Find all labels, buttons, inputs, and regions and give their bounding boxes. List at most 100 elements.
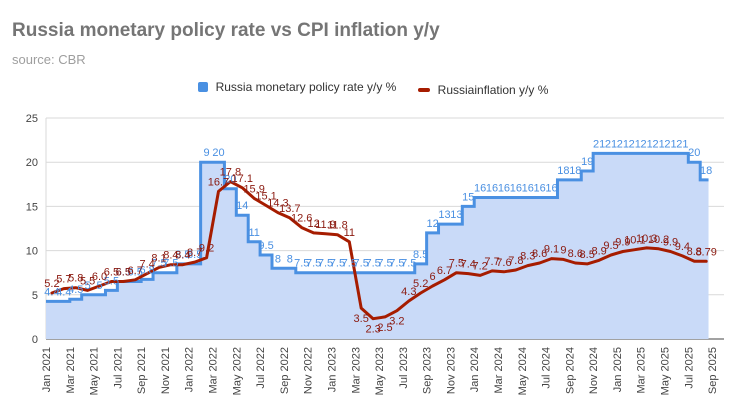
data-label-inflation: 7.6 <box>496 257 511 269</box>
data-label-policy-rate: 15 <box>462 191 474 203</box>
data-label-inflation: 9.2 <box>199 243 214 255</box>
x-tick-label: Nov 2021 <box>160 347 172 394</box>
data-label-policy-rate: 18 <box>569 165 581 177</box>
data-label-policy-rate: 11 <box>248 227 259 239</box>
data-label-inflation: 9.1 <box>544 244 559 256</box>
data-label-policy-rate: 20 <box>224 174 236 186</box>
data-label-inflation: 6.7 <box>437 265 452 277</box>
data-label-inflation: 8.1 <box>151 252 166 264</box>
x-tick-label: Jul 2025 <box>683 347 695 389</box>
data-label-policy-rate: 21 <box>664 138 676 150</box>
y-tick-label: 15 <box>26 201 38 213</box>
data-label-policy-rate: 7.5 <box>330 258 345 270</box>
data-label-inflation: 15.1 <box>255 191 276 203</box>
data-label-policy-rate: 7.5 <box>151 258 166 270</box>
data-label-inflation: 13.7 <box>279 203 300 215</box>
data-label-policy-rate: 4.4 <box>44 286 59 298</box>
x-tick-label: Jul 2021 <box>112 347 124 389</box>
data-label-policy-rate: 6.5 <box>128 267 143 279</box>
x-tick-label: Jan 2023 <box>326 347 338 392</box>
x-tick-label: May 2021 <box>89 347 101 395</box>
data-label-policy-rate: 8.5 <box>175 249 190 261</box>
x-tick-label: Mar 2023 <box>350 347 362 393</box>
data-label-policy-rate: 13 <box>438 209 450 221</box>
x-tick-label: May 2023 <box>374 347 386 395</box>
data-label-inflation: 12.6 <box>291 213 312 225</box>
legend-item-inflation[interactable]: Russiainflation y/y % <box>417 83 549 97</box>
legend-label-inflation: Russiainflation y/y % <box>437 83 549 97</box>
data-label-policy-rate: 19 <box>581 156 593 168</box>
legend-item-policy-rate[interactable]: Russia monetary policy rate y/y % <box>197 80 397 94</box>
data-label-policy-rate: 9.5 <box>258 240 273 252</box>
data-label-inflation: 14.3 <box>267 198 288 210</box>
data-label-inflation: 6.7 <box>128 265 143 277</box>
x-tick-label: Mar 2024 <box>493 347 505 393</box>
data-label-inflation: 10.2 <box>648 234 669 246</box>
data-label-policy-rate: 20 <box>688 147 700 159</box>
x-tick-label: May 2025 <box>660 347 672 395</box>
data-label-inflation: 10.1 <box>624 235 645 247</box>
data-label-policy-rate: 16 <box>522 183 534 195</box>
data-label-policy-rate: 8.5 <box>187 249 202 261</box>
x-tick-label: Mar 2022 <box>208 347 220 393</box>
data-label-policy-rate: 16 <box>498 183 510 195</box>
data-label-inflation: 7.8 <box>508 255 523 267</box>
data-label-inflation: 8.6 <box>532 248 547 260</box>
data-label-inflation: 5.8 <box>68 273 83 285</box>
y-tick-label: 10 <box>26 246 38 258</box>
data-label-inflation: 8.4 <box>163 250 178 262</box>
data-label-inflation: 7.5 <box>449 258 464 270</box>
data-label-policy-rate: 16 <box>510 183 522 195</box>
series-line-inflation <box>50 180 708 321</box>
chart-title: Russia monetary policy rate vs CPI infla… <box>12 20 440 41</box>
data-label-policy-rate: 16 <box>486 183 498 195</box>
data-label-inflation: 8.5 <box>580 249 595 261</box>
y-tick-label: 0 <box>32 334 38 346</box>
chart-subtitle: source: CBR <box>12 52 86 67</box>
x-tick-label: Nov 2023 <box>445 347 457 394</box>
data-label-inflation: 16.7 <box>208 176 229 188</box>
data-label-inflation: 17.8 <box>220 167 241 179</box>
data-label-inflation: 9.4 <box>675 241 690 253</box>
x-tick-label: May 2024 <box>517 347 529 395</box>
data-label-inflation: 3.2 <box>389 316 404 328</box>
data-label-policy-rate: 5.5 <box>104 275 119 287</box>
data-label-policy-rate: 7.5 <box>294 258 309 270</box>
data-label-policy-rate: 7.5 <box>365 258 380 270</box>
data-label-inflation: 5.7 <box>56 274 71 286</box>
data-label-policy-rate: 18 <box>700 165 712 177</box>
data-label-inflation: 12 <box>308 218 320 230</box>
data-label-inflation: 8.79 <box>695 246 716 258</box>
x-tick-label: May 2022 <box>231 347 243 395</box>
x-tick-label: Jul 2023 <box>398 347 410 389</box>
x-tick-label: Sep 2021 <box>136 347 148 394</box>
data-label-policy-rate: 21 <box>652 138 664 150</box>
data-label-policy-rate: 13 <box>450 209 462 221</box>
data-label-policy-rate: 7.5 <box>318 258 333 270</box>
data-label-inflation: 9 <box>560 244 566 256</box>
data-label-inflation: 15.9 <box>243 183 264 195</box>
data-label-inflation: 7.7 <box>484 256 499 268</box>
data-label-policy-rate: 16 <box>545 183 557 195</box>
data-label-policy-rate: 21 <box>617 138 629 150</box>
data-label-policy-rate: 5 <box>96 280 102 292</box>
data-label-inflation: 9.5 <box>603 240 618 252</box>
data-label-policy-rate: 12 <box>426 218 438 230</box>
data-label-policy-rate: 18 <box>557 165 569 177</box>
series-area-policy-rate <box>46 153 709 339</box>
data-label-inflation: 2.5 <box>377 322 392 334</box>
data-label-policy-rate: 6.8 <box>139 264 154 276</box>
data-label-inflation: 11.8 <box>327 220 348 232</box>
data-label-policy-rate: 5 <box>85 280 91 292</box>
data-label-policy-rate: 7.5 <box>401 258 416 270</box>
data-label-policy-rate: 21 <box>629 138 641 150</box>
data-label-policy-rate: 6.5 <box>116 267 131 279</box>
x-tick-label: Mar 2025 <box>636 347 648 393</box>
data-label-policy-rate: 7.5 <box>342 258 357 270</box>
x-tick-label: Sep 2023 <box>422 347 434 394</box>
data-label-policy-rate: 7.5 <box>389 258 404 270</box>
data-label-policy-rate: 21 <box>641 138 653 150</box>
data-label-inflation: 6.0 <box>92 271 107 283</box>
legend-label-policy-rate: Russia monetary policy rate y/y % <box>215 80 397 94</box>
